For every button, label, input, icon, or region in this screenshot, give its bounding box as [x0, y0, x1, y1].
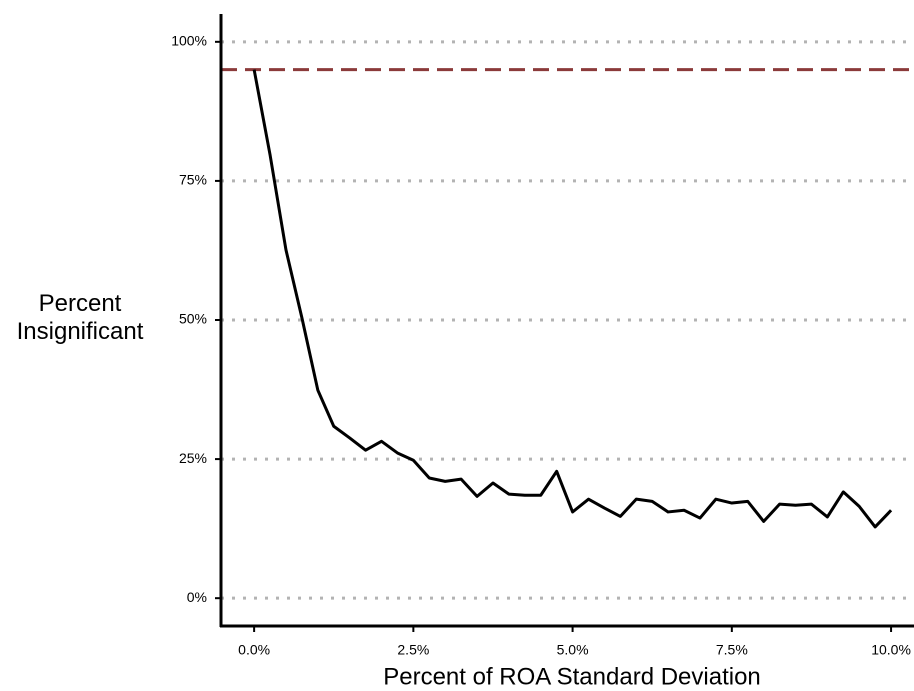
- x-tick-label: 5.0%: [557, 642, 589, 658]
- x-axis-title: Percent of ROA Standard Deviation: [383, 663, 761, 690]
- x-tick-label: 0.0%: [238, 642, 270, 658]
- y-tick-label: 100%: [171, 33, 207, 49]
- y-tick-label: 50%: [179, 311, 207, 327]
- line-series: [252, 69, 893, 529]
- y-tick-label: 25%: [179, 450, 207, 466]
- y-tick-label: 75%: [179, 172, 207, 188]
- x-tick-label: 7.5%: [716, 642, 748, 658]
- x-tick-label: 2.5%: [397, 642, 429, 658]
- y-tick-label: 0%: [187, 589, 207, 605]
- x-tick-label: 10.0%: [871, 642, 911, 658]
- y-axis-title: Percent Insignificant: [16, 290, 144, 345]
